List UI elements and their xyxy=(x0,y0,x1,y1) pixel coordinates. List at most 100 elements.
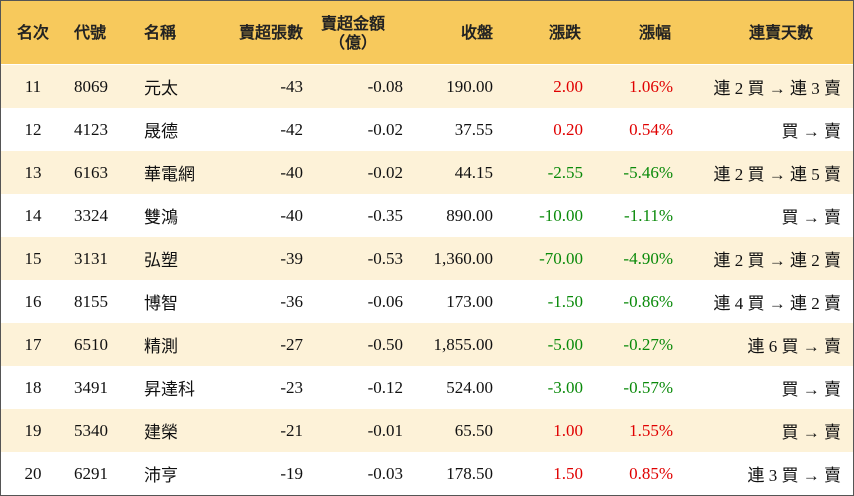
cell-text: 1.55% xyxy=(629,420,673,440)
table-row: 12 4123 晟德 -42 -0.02 37.55 0.20 0.54% 買 → 賣 xyxy=(1,108,853,151)
header-cell: 漲跌 xyxy=(493,1,581,64)
cell-text: -27 xyxy=(280,334,303,354)
cell-text: -36 xyxy=(280,291,303,311)
cell-text: 65.50 xyxy=(454,420,493,440)
cell-text: -0.86% xyxy=(623,291,673,311)
table-row: 19 5340 建榮 -21 -0.01 65.50 1.00 1.55% 買 → 賣 xyxy=(1,409,853,452)
cell-text: -1.11% xyxy=(624,205,673,225)
cell-text: -40 xyxy=(280,162,303,182)
cell-text: 連 2 買 → 連 3 賣 xyxy=(713,79,842,98)
cell-text: 元太 xyxy=(144,79,178,98)
header-text: 代號 xyxy=(74,23,107,42)
cell-text: 3324 xyxy=(74,205,108,225)
cell-text: 178.50 xyxy=(446,463,493,483)
cell-text: -0.27% xyxy=(623,334,673,354)
cell-text: 華電網 xyxy=(144,165,195,184)
cell-text: -0.06 xyxy=(367,291,403,311)
cell-text: 買 → 賣 xyxy=(781,122,842,141)
header-cell: 名次 xyxy=(1,1,65,64)
cell-text: 19 xyxy=(24,420,42,440)
cell-text: 連 3 買 → 賣 xyxy=(747,466,842,485)
cell-text: 13 xyxy=(24,162,42,182)
cell-text: -0.01 xyxy=(367,420,403,440)
cell-text: -0.53 xyxy=(367,248,403,268)
cell-text: 連 2 買 → 連 2 賣 xyxy=(713,251,842,270)
table-row: 16 8155 博智 -36 -0.06 173.00 -1.50 -0.86% 連 4 買 →… xyxy=(1,280,853,323)
header-text: 賣超金額 xyxy=(320,13,385,33)
cell-text: 8069 xyxy=(74,76,108,96)
cell-text: 建榮 xyxy=(144,423,178,442)
cell-text: -40 xyxy=(280,205,303,225)
cell-text: 524.00 xyxy=(446,377,493,397)
cell-text: 4123 xyxy=(74,119,108,139)
cell-text: -0.12 xyxy=(367,377,403,397)
header-text: 名次 xyxy=(16,23,49,42)
cell-text: 1,360.00 xyxy=(433,248,494,268)
cell-text: -5.46% xyxy=(623,162,673,182)
cell-text: -0.35 xyxy=(367,205,403,225)
cell-text: 3131 xyxy=(74,248,108,268)
cell-text: 6291 xyxy=(74,463,108,483)
cell-text: 連 6 買 → 賣 xyxy=(747,337,842,356)
header-text: 賣超張數 xyxy=(238,23,303,42)
cell-text: 890.00 xyxy=(446,205,493,225)
cell-text: 買 → 賣 xyxy=(781,208,842,227)
cell-text: 17 xyxy=(24,334,42,354)
cell-text: 連 2 買 → 連 5 賣 xyxy=(713,165,842,184)
cell-text: -3.00 xyxy=(547,377,583,397)
cell-text: -0.57% xyxy=(623,377,673,397)
cell-text: 0.85% xyxy=(629,463,673,483)
cell-text: 博智 xyxy=(144,294,178,313)
cell-text: -42 xyxy=(280,119,303,139)
table-row: 11 8069 元太 -43 -0.08 190.00 2.00 1.06% 連 2 買 → 連… xyxy=(1,65,853,108)
cell-text: 0.20 xyxy=(553,119,583,139)
cell-text: -4.90% xyxy=(623,248,673,268)
cell-text: -0.02 xyxy=(367,119,403,139)
cell-text: 買 → 賣 xyxy=(781,423,842,442)
cell-text: 14 xyxy=(24,205,42,225)
cell-text: 20 xyxy=(24,463,42,483)
cell-text: 雙鴻 xyxy=(144,208,178,227)
header-cell: 賣超金額 （億） xyxy=(303,1,403,64)
cell-text: -23 xyxy=(280,377,303,397)
cell-text: 8155 xyxy=(74,291,108,311)
cell-text: 精測 xyxy=(144,337,178,356)
header-text: 名稱 xyxy=(144,23,177,42)
cell-text: 5340 xyxy=(74,420,108,440)
cell-text: 190.00 xyxy=(446,76,493,96)
cell-text: -21 xyxy=(280,420,303,440)
header-text: 漲幅 xyxy=(638,23,671,42)
table-row: 18 3491 昇達科 -23 -0.12 524.00 -3.00 -0.57% 買 → 賣 xyxy=(1,366,853,409)
cell-text: 沛亨 xyxy=(144,466,178,485)
header-cell: 賣超張數 xyxy=(223,1,303,64)
cell-text: 6510 xyxy=(74,334,108,354)
cell-text: 3491 xyxy=(74,377,108,397)
header-text: 連賣天數 xyxy=(748,23,813,42)
cell-text: -10.00 xyxy=(539,205,583,225)
cell-text: 0.54% xyxy=(629,119,673,139)
cell-text: 11 xyxy=(24,76,42,96)
cell-text: -2.55 xyxy=(547,162,583,182)
cell-text: 昇達科 xyxy=(144,380,195,399)
cell-text: -0.08 xyxy=(367,76,403,96)
header-row: 名次 代號 名稱 賣超張數 賣超金額 （億） 收盤 漲跌 漲幅 連賣天數 xyxy=(1,1,853,64)
cell-text: 173.00 xyxy=(446,291,493,311)
cell-text: 6163 xyxy=(74,162,108,182)
cell-text: 2.00 xyxy=(553,76,583,96)
table-row: 14 3324 雙鴻 -40 -0.35 890.00 -10.00 -1.11% 買 → 賣 xyxy=(1,194,853,237)
cell-text: 12 xyxy=(24,119,42,139)
cell-text: 弘塑 xyxy=(144,251,178,270)
cell-text: 16 xyxy=(24,291,42,311)
cell-text: 1.00 xyxy=(553,420,583,440)
table-row: 20 6291 沛亨 -19 -0.03 178.50 1.50 0.85% 連 3 買 → 賣 xyxy=(1,452,853,495)
cell-text: 18 xyxy=(24,377,42,397)
header-cell: 名稱 xyxy=(144,1,224,64)
cell-text: 買 → 賣 xyxy=(781,380,842,399)
header-cell: 漲幅 xyxy=(583,1,671,64)
cell-text: -43 xyxy=(280,76,303,96)
cell-text: 連 4 買 → 連 2 賣 xyxy=(713,294,842,313)
cell-text: 15 xyxy=(24,248,42,268)
cell-text: -0.50 xyxy=(367,334,403,354)
table-row: 15 3131 弘塑 -39 -0.53 1,360.00 -70.00 -4.90% 連 2 … xyxy=(1,237,853,280)
